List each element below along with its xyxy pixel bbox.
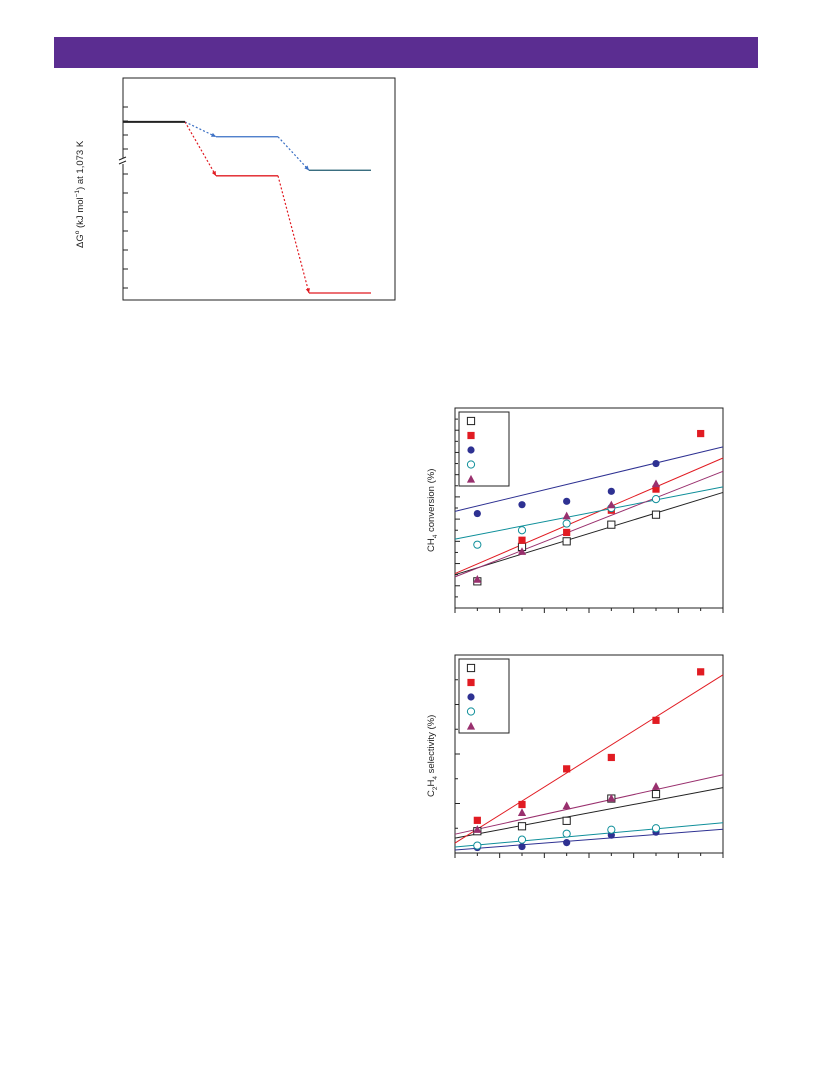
conv-fit-line-0 — [454, 491, 724, 576]
conv-point-s3-0 — [473, 540, 482, 549]
conv-point-s3-2 — [562, 519, 571, 528]
sel-point-s3-4 — [651, 824, 661, 833]
sel-legend-marker-4 — [466, 721, 476, 730]
sel-point-s4-4 — [651, 782, 661, 790]
conv-fit-line-1 — [454, 457, 724, 575]
conv-point-s4-0 — [473, 575, 482, 583]
conv-point-s1-1 — [518, 536, 526, 544]
energy-diagram: ΔGo (kJ mol−1) at 1,073 K — [74, 77, 396, 301]
sel-fit-line-2 — [454, 828, 724, 851]
conv-point-s1-2 — [563, 528, 571, 537]
sel-point-s1-1 — [518, 800, 526, 809]
energy-transition-1 — [277, 136, 310, 171]
sel-point-s1-4 — [652, 716, 660, 724]
axis-break-mark-2 — [118, 160, 127, 165]
energy-transitions — [184, 121, 310, 294]
axis-break-mark-1 — [118, 156, 127, 161]
conv-point-s0-3 — [607, 520, 616, 529]
conversion-y-axis-label: CH4 conversion (%) — [426, 469, 439, 552]
axis-break-gap — [120, 158, 126, 164]
sel-point-s1-3 — [607, 753, 615, 762]
energy-y-ticks — [123, 106, 128, 289]
selectivity-data-points — [473, 668, 705, 852]
sel-point-s3-3 — [607, 825, 616, 834]
sel-point-s1-5 — [697, 668, 705, 676]
conv-legend-marker-0 — [466, 416, 476, 426]
conv-point-s0-4 — [651, 510, 661, 519]
conv-fit-line-4 — [454, 470, 724, 578]
axis-break-icon — [118, 156, 127, 165]
sel-fit-line-3 — [454, 822, 724, 848]
conv-point-s4-1 — [517, 547, 527, 555]
sel-point-s2-1 — [518, 842, 526, 851]
selectivity-axis-ticks — [454, 654, 724, 858]
conv-point-s1-5 — [697, 429, 705, 438]
selectivity-fit-lines — [454, 674, 724, 851]
sel-point-s0-2 — [562, 816, 571, 825]
conversion-fit-lines — [454, 446, 724, 578]
sel-point-s2-2 — [563, 839, 571, 847]
conv-point-s1-4 — [652, 485, 660, 493]
sel-point-s3-1 — [517, 835, 527, 844]
sel-legend-marker-3 — [466, 707, 476, 716]
conversion-data-points — [473, 429, 705, 586]
energy-transition-arrow-3 — [305, 288, 310, 293]
selectivity-y-axis-label: C2H4 selectivity (%) — [426, 715, 439, 797]
conv-legend-marker-2 — [467, 446, 475, 454]
conv-point-s2-0 — [473, 509, 481, 518]
energy-transition-3 — [277, 175, 310, 294]
c2h4-selectivity-chart: C2H4 selectivity (%) — [426, 654, 724, 858]
conv-point-s4-4 — [651, 479, 661, 488]
sel-fit-line-0 — [454, 787, 724, 839]
conv-fit-line-3 — [454, 486, 724, 540]
sel-legend-marker-1 — [467, 678, 475, 687]
header-bar — [54, 37, 758, 68]
sel-point-s1-2 — [563, 765, 571, 773]
sel-legend-box — [458, 658, 510, 734]
sel-point-s1-0 — [473, 816, 481, 824]
sel-point-s3-0 — [473, 841, 482, 850]
sel-point-s3-2 — [562, 829, 571, 838]
conv-point-s3-1 — [517, 526, 527, 535]
conv-legend-marker-4 — [466, 474, 476, 483]
conv-point-s2-4 — [652, 459, 660, 468]
sel-fit-line-4 — [454, 774, 724, 835]
sel-point-s4-2 — [562, 801, 571, 810]
conv-legend-marker-3 — [466, 460, 476, 469]
conv-point-s4-2 — [562, 511, 571, 520]
conv-fit-line-2 — [454, 446, 724, 512]
conv-point-s2-1 — [518, 501, 526, 509]
conversion-legend — [458, 411, 510, 487]
sel-point-s4-3 — [607, 793, 616, 802]
energy-y-axis-label: ΔGo (kJ mol−1) at 1,073 K — [74, 140, 86, 248]
sel-point-s0-4 — [651, 789, 661, 799]
conversion-axis-ticks — [454, 407, 724, 613]
conv-point-s2-3 — [607, 487, 615, 495]
energy-transition-0 — [184, 121, 217, 138]
energy-transition-arrow-0 — [211, 132, 216, 137]
conv-point-s2-2 — [563, 497, 571, 505]
sel-legend-marker-0 — [466, 663, 476, 673]
sel-point-s4-1 — [517, 808, 527, 817]
sel-fit-line-1 — [454, 674, 724, 844]
selectivity-legend — [458, 658, 510, 734]
conv-legend-marker-1 — [467, 431, 475, 440]
conv-legend-box — [458, 411, 510, 487]
sel-point-s4-0 — [473, 825, 482, 833]
ch4-conversion-chart: CH4 conversion (%) — [426, 407, 724, 613]
energy-levels — [123, 120, 371, 294]
sel-legend-marker-2 — [467, 693, 475, 701]
conv-point-s4-3 — [607, 500, 616, 509]
energy-transition-arrow-1 — [304, 165, 309, 171]
conv-point-s3-4 — [651, 495, 661, 504]
energy-plot-frame — [122, 77, 396, 301]
sel-point-s0-1 — [517, 822, 527, 831]
conv-point-s0-2 — [562, 537, 571, 546]
energy-transition-arrow-2 — [211, 170, 216, 176]
